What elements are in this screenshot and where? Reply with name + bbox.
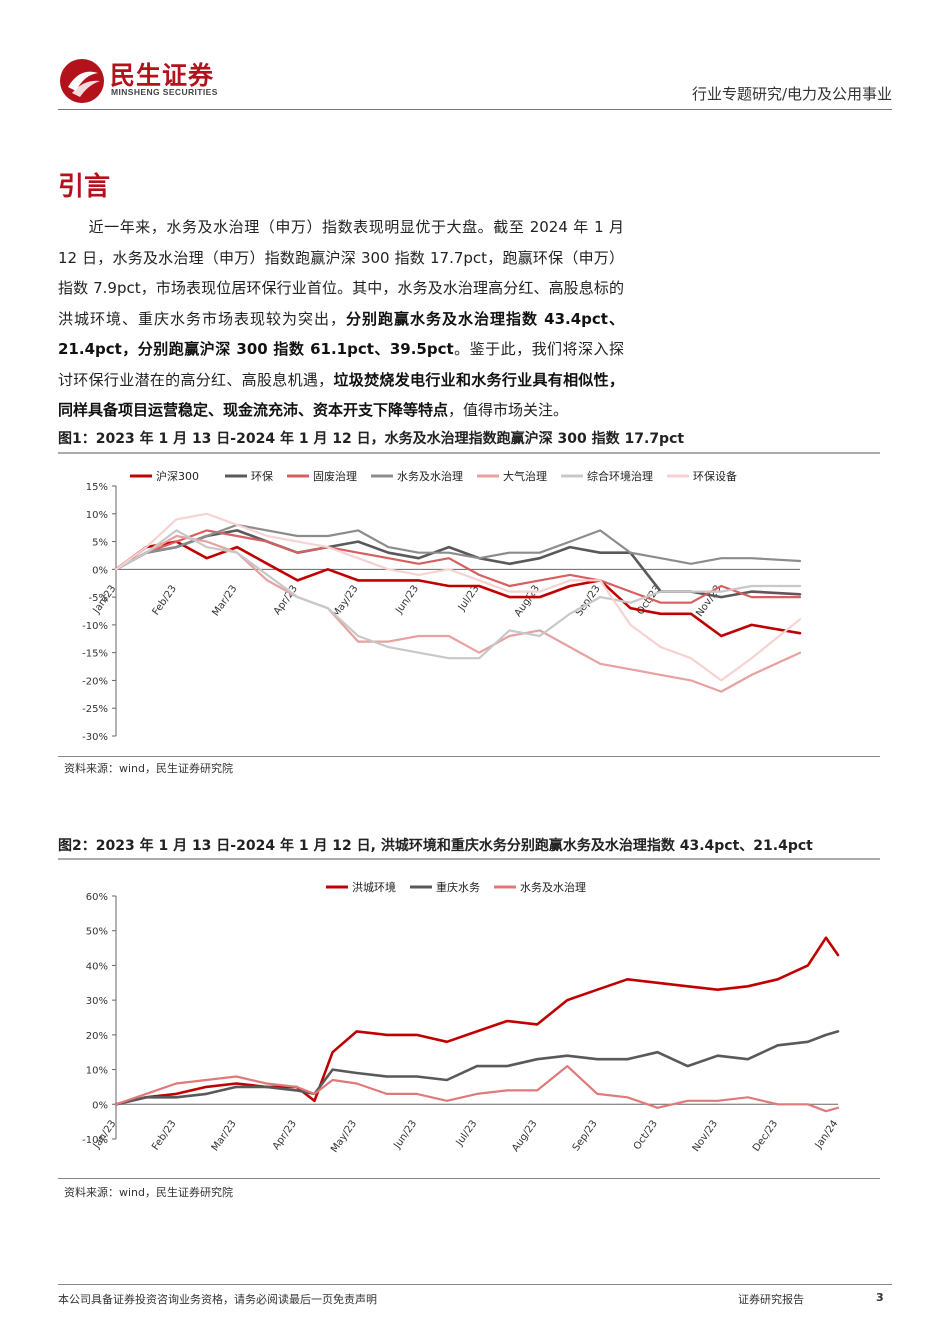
chart2-legend-label: 水务及水治理	[520, 880, 586, 894]
chart1-legend-label: 环保	[251, 469, 273, 483]
chart2-y-tick-label: 40%	[86, 961, 108, 972]
brand-logo	[60, 59, 104, 103]
chart2-series-line-2	[114, 1030, 840, 1106]
chart2-x-tick-label: Jun/23	[392, 1118, 420, 1151]
footer-disclaimer: 本公司具备证券投资咨询业务资格，请务必阅读最后一页免责声明	[58, 1293, 377, 1306]
chart1-series-line-1	[114, 540, 802, 638]
chart1-x-tick-label: Mar/23	[210, 583, 239, 618]
chart1-x-tick-label: Jun/23	[393, 583, 421, 616]
chart1-y-tick-label: -15%	[82, 649, 108, 660]
intro-paragraph: 近一年来，水务及水治理（申万）指数表现明显优于大盘。截至 2024 年 1 月 …	[58, 212, 624, 426]
figure1-title: 图1：2023 年 1 月 13 日-2024 年 1 月 12 日，水务及水治…	[58, 431, 685, 447]
chart1-y-tick-label: 5%	[92, 538, 108, 549]
footer-report-type: 证券研究报告	[738, 1293, 804, 1306]
chart1-y-tick-label: -30%	[82, 732, 108, 743]
chart1-series-line-6	[114, 529, 802, 660]
chart1-x-tick-label: Aug/23	[513, 583, 542, 618]
brand-name-en: MINSHENG SECURITIES	[111, 87, 218, 97]
chart1-legend-label: 固废治理	[313, 469, 357, 483]
chart1-legend-label: 大气治理	[503, 469, 547, 483]
chart2-series-line-3	[114, 1065, 840, 1113]
chart1-y-tick-label: -20%	[82, 676, 108, 687]
chart1-x-tick-label: Sep/23	[574, 583, 603, 618]
chart2-legend-label: 洪城环境	[352, 880, 396, 894]
report-category: 行业专题研究/电力及公用事业	[691, 85, 892, 103]
chart2-x-tick-label: May/23	[329, 1118, 359, 1154]
chart2-x-tick-label: Dec/23	[751, 1118, 780, 1153]
chart1-series-line-7	[114, 512, 802, 682]
chart2-y-tick-label: 60%	[86, 892, 108, 903]
chart1-x-tick-label: Nov/23	[694, 583, 723, 618]
figure1-source: 资料来源：wind，民生证券研究院	[64, 762, 234, 775]
chart1-y-tick-label: 15%	[86, 482, 108, 493]
chart2-y-tick-label: 30%	[86, 996, 108, 1007]
chart1-legend-label: 沪深300	[156, 469, 199, 483]
brand-name-cn: 民生证券	[110, 61, 215, 90]
chart2-x-tick-label: Mar/23	[210, 1118, 239, 1153]
chart1-series-line-4	[114, 523, 802, 571]
chart2-x-tick-label: Oct/23	[632, 1118, 660, 1152]
chart2-y-tick-label: 50%	[86, 927, 108, 938]
para-bold-2: 垃圾焚烧发电行业和水务行业具有相似性，同样具备项目运营稳定、现金流充沛、资本开支…	[58, 370, 624, 420]
chart2-x-tick-label: Jan/24	[813, 1118, 841, 1151]
chart1-y-tick-label: 10%	[86, 510, 108, 521]
chart2-y-tick-label: -10%	[82, 1135, 108, 1146]
page-number: 3	[876, 1291, 884, 1304]
figure2-bottom-rule	[58, 1178, 880, 1179]
header-divider	[58, 109, 892, 110]
chart1-series-line-3	[114, 529, 802, 604]
para-text-1: 近一年来，水务及水治理（申万）指数表现明显优于大盘。截至 2024 年 1 月 …	[58, 218, 624, 328]
chart1-legend-label: 水务及水治理	[397, 469, 463, 483]
chart1-y-tick-label: -25%	[82, 704, 108, 715]
chart2-x-tick-label: Nov/23	[691, 1118, 720, 1153]
chart1-legend-label: 环保设备	[693, 469, 737, 483]
chart1-x-tick-label: Jul/23	[456, 583, 482, 613]
figure1-top-rule	[58, 452, 880, 454]
para-text-2: 。鉴于此，我们将深入探讨环保行业潜在的高分红、高股息机遇，	[58, 340, 624, 389]
figure1-chart: -30%-25%-20%-15%-10%-5%0%5%10%15%Jan/23 F…	[82, 469, 802, 743]
figure1-bottom-rule	[58, 756, 880, 757]
chart2-y-tick-label: 0%	[92, 1100, 108, 1111]
figure2-top-rule	[58, 858, 880, 860]
chart2-series-line-1	[114, 936, 840, 1106]
chart1-y-tick-label: -10%	[82, 621, 108, 632]
section-title: 引言	[58, 172, 111, 202]
chart2-x-tick-label: Apr/23	[271, 1118, 299, 1152]
chart2-x-tick-label: Aug/23	[510, 1118, 539, 1153]
para-bold-1: 分别跑赢水务及水治理指数 43.4pct、21.4pct，分别跑赢沪深 300 …	[58, 309, 624, 359]
chart1-legend-label: 综合环境治理	[587, 469, 653, 483]
chart1-x-tick-label: Feb/23	[151, 583, 179, 617]
chart2-y-tick-label: 20%	[86, 1031, 108, 1042]
chart2-x-tick-label: Feb/23	[150, 1118, 178, 1152]
chart1-y-tick-label: -5%	[89, 593, 108, 604]
footer-divider	[58, 1284, 892, 1285]
chart2-legend-label: 重庆水务	[436, 880, 480, 894]
chart1-y-tick-label: 0%	[92, 565, 108, 576]
para-text-3: ，值得市场关注。	[448, 401, 569, 419]
chart2-x-tick-label: Sep/23	[571, 1118, 600, 1153]
figure2-title: 图2：2023 年 1 月 13 日-2024 年 1 月 12 日, 洪城环境…	[58, 838, 813, 854]
chart2-x-tick-label: Jul/23	[454, 1118, 480, 1148]
figure2-source: 资料来源：wind，民生证券研究院	[64, 1186, 234, 1199]
figure2-chart: -10%0%10%20%30%40%50%60%Jan/23 Feb/23 Mar/…	[82, 880, 841, 1155]
chart2-y-tick-label: 10%	[86, 1066, 108, 1077]
chart1-series-line-5	[114, 534, 802, 693]
